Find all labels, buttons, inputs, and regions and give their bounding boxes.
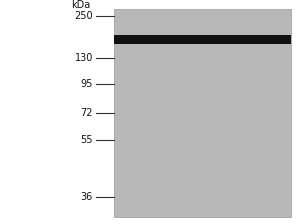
Text: 250: 250 bbox=[74, 11, 93, 21]
Text: 130: 130 bbox=[75, 53, 93, 63]
Text: kDa: kDa bbox=[71, 0, 91, 10]
Text: 55: 55 bbox=[80, 135, 93, 145]
Bar bbox=[114, 9, 291, 217]
Bar bbox=[114, 35, 291, 44]
Text: 95: 95 bbox=[81, 79, 93, 89]
Text: 36: 36 bbox=[81, 192, 93, 202]
Text: 72: 72 bbox=[80, 108, 93, 118]
Text: www.elabscience.com: www.elabscience.com bbox=[177, 194, 231, 198]
